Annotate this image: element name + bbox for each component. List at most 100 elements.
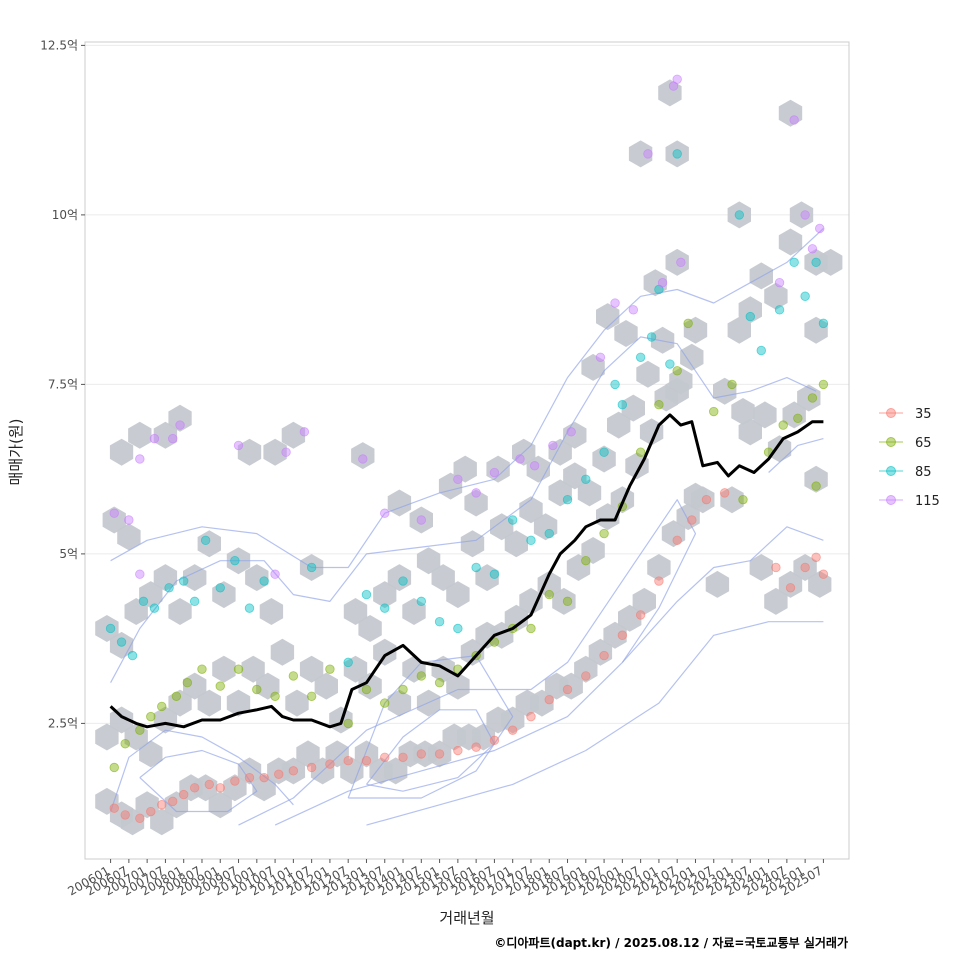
hexbin	[548, 438, 572, 466]
data-point-65	[109, 762, 119, 773]
data-point-35	[599, 650, 609, 661]
data-point-35	[544, 694, 554, 705]
data-point-85	[562, 494, 573, 505]
hexbin	[504, 530, 528, 558]
hexbin	[139, 581, 163, 609]
legend-key-point	[886, 466, 896, 476]
hexbin	[325, 740, 349, 768]
hexbin	[299, 655, 324, 683]
data-point-85	[215, 583, 225, 593]
hexbin	[621, 394, 645, 422]
hexbin	[351, 442, 375, 470]
hexbin	[128, 421, 152, 449]
hexbin	[241, 655, 265, 683]
data-point-65	[434, 678, 445, 688]
hexbin	[197, 689, 221, 717]
data-point-35	[720, 488, 730, 498]
data-point-115	[270, 569, 280, 579]
data-point-115	[471, 488, 481, 498]
data-point-85	[800, 291, 810, 301]
data-point-65	[171, 691, 182, 701]
data-point-35	[361, 755, 372, 766]
data-point-115	[135, 569, 145, 579]
data-point-35	[380, 752, 390, 762]
data-point-85	[453, 623, 463, 634]
hexbin	[548, 479, 572, 507]
data-point-65	[793, 413, 803, 423]
data-point-65	[306, 691, 317, 701]
data-point-35	[230, 776, 240, 786]
data-point-85	[306, 562, 317, 573]
y-axis-title: 매매가(원)	[7, 419, 25, 486]
hexbin	[358, 672, 382, 700]
hexbin	[764, 282, 788, 310]
hexbin	[636, 360, 660, 388]
hexbin	[738, 296, 762, 324]
hexbin	[607, 411, 631, 439]
data-point-35	[244, 772, 255, 783]
data-point-65	[635, 447, 646, 457]
legend: 35 65 85 115	[879, 407, 940, 509]
hexbin	[245, 564, 269, 592]
data-point-85	[635, 352, 646, 362]
hexbin	[782, 401, 806, 429]
hexbin	[614, 320, 638, 347]
scatter-points	[105, 74, 829, 824]
hexbin	[237, 757, 262, 785]
data-point-115	[657, 277, 668, 288]
hexbin	[749, 554, 773, 581]
data-point-115	[135, 454, 145, 464]
hexbin	[713, 377, 737, 405]
hexbin	[168, 404, 192, 432]
data-point-85	[259, 576, 269, 586]
data-point-85	[610, 379, 620, 390]
hexbin	[387, 689, 412, 717]
data-point-65	[416, 671, 427, 681]
data-point-35	[800, 562, 810, 573]
hexbin	[427, 740, 452, 768]
hexbin	[384, 757, 408, 785]
hexbin	[223, 774, 247, 802]
density-contour	[110, 729, 294, 812]
hexbin	[537, 570, 561, 598]
data-point-35	[672, 535, 682, 546]
data-point-85	[398, 576, 408, 586]
hexbin	[358, 615, 382, 642]
data-point-115	[358, 454, 368, 464]
hexbin	[566, 554, 591, 581]
hexbin	[533, 513, 558, 541]
hexbin	[705, 570, 730, 598]
hexbin	[574, 655, 598, 683]
hexbin	[296, 740, 320, 768]
data-point-65	[526, 623, 536, 634]
data-point-85	[818, 318, 829, 329]
y-tick-label: 2.5억	[48, 716, 78, 730]
data-point-65	[581, 555, 591, 566]
data-point-85	[811, 257, 821, 268]
data-point-35	[325, 759, 335, 769]
data-point-115	[643, 149, 653, 159]
data-point-115	[124, 515, 134, 525]
data-point-85	[581, 474, 591, 485]
hexbin	[778, 570, 803, 598]
data-point-65	[672, 366, 682, 376]
hexbin	[680, 343, 704, 371]
hexbin	[628, 140, 653, 168]
hexbin	[519, 496, 543, 524]
hexbin	[387, 564, 412, 592]
data-point-65	[343, 718, 353, 729]
hexbin	[270, 638, 295, 666]
data-point-65	[599, 528, 609, 539]
x-axis-title: 거래년월	[439, 909, 494, 927]
data-point-115	[774, 277, 785, 288]
data-point-85	[507, 515, 518, 525]
data-point-85	[617, 400, 628, 410]
hexbin	[519, 587, 543, 615]
hexbin	[95, 723, 119, 751]
hexbin	[168, 598, 192, 625]
data-point-115	[610, 298, 620, 308]
data-point-65	[562, 596, 573, 607]
hexbin	[661, 520, 686, 548]
data-point-115	[529, 461, 540, 471]
